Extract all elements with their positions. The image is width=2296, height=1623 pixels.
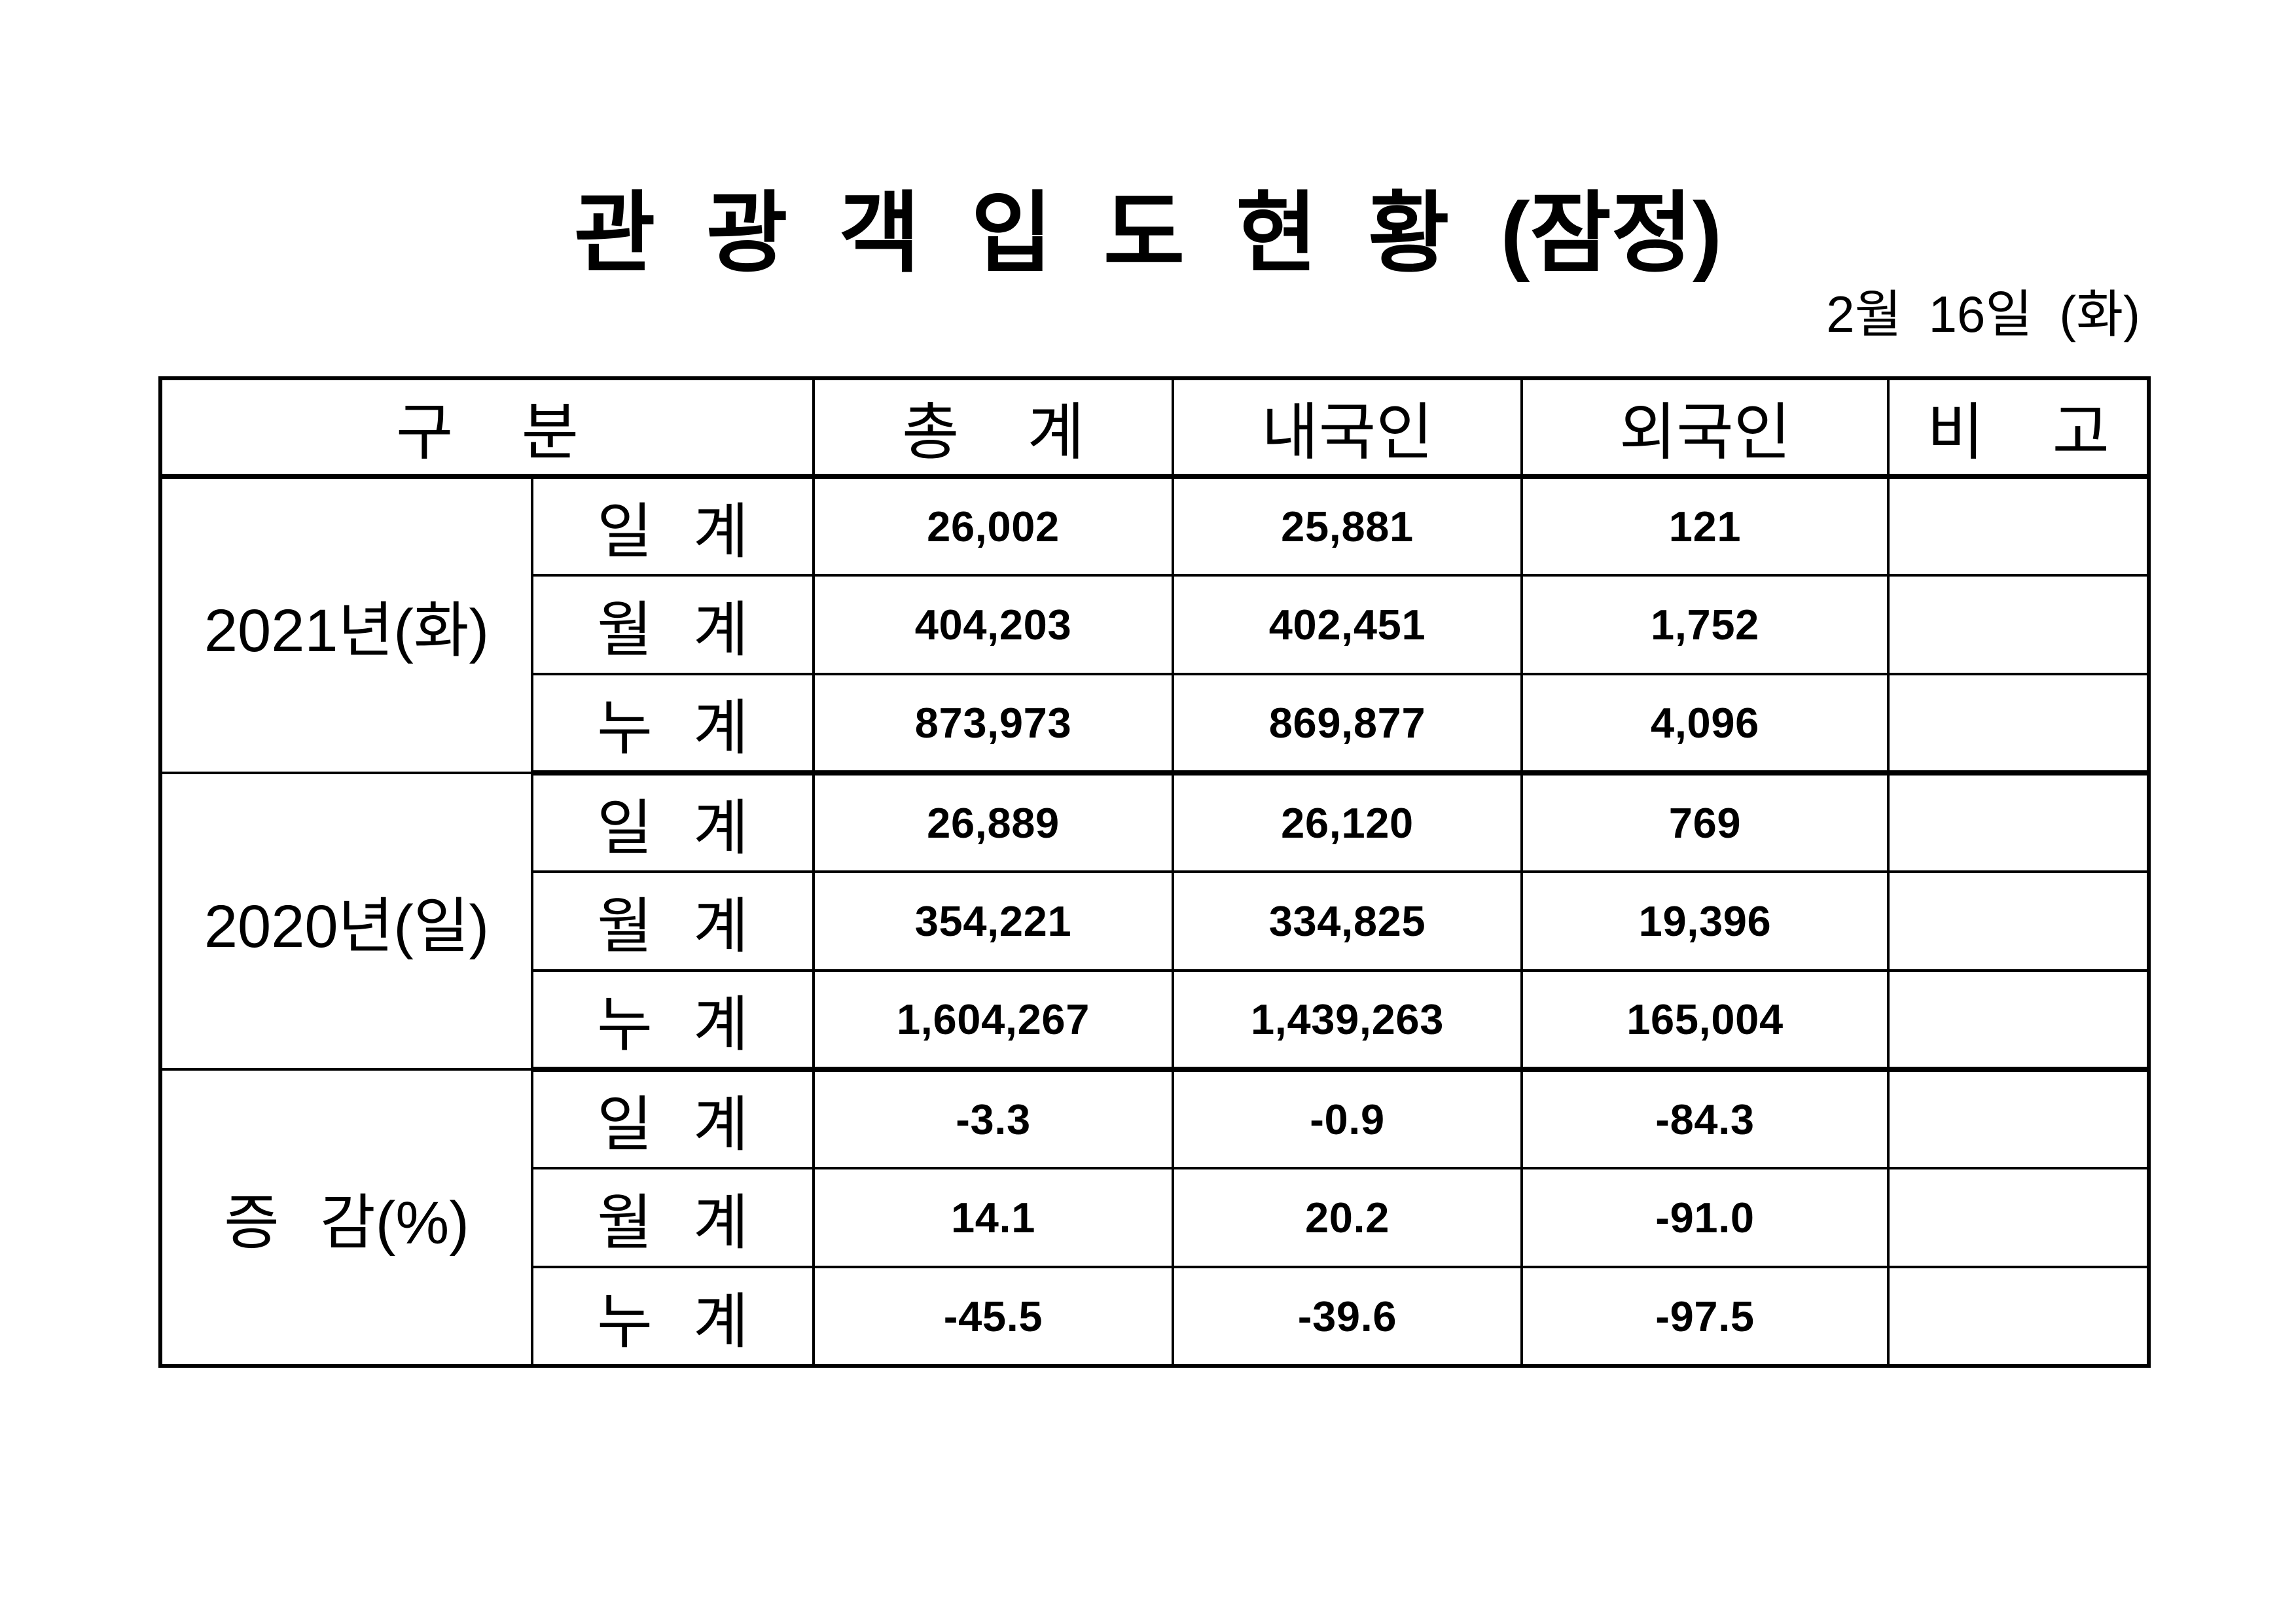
- header-foreign: 외국인: [1520, 377, 1890, 479]
- value-remarks: [1887, 1068, 2150, 1169]
- table-row: 2020년(일) 일 계 26,889 26,120 769: [159, 772, 2150, 1071]
- value-total: -45.5: [812, 1266, 1174, 1367]
- value-total: 14.1: [812, 1167, 1174, 1268]
- value-domestic: -0.9: [1172, 1068, 1523, 1169]
- header-category: 구 분: [159, 377, 815, 479]
- table-row: 누 계 -45.5 -39.6 -97.5: [160, 1266, 2150, 1367]
- table-row: 월 계 14.1 20.2 -91.0: [160, 1167, 2150, 1268]
- value-foreign: 1,752: [1520, 574, 1890, 675]
- value-foreign: 769: [1520, 772, 1890, 873]
- table-row: 증 감(%) 일 계 -3.3 -0.9 -84.3: [159, 1068, 2150, 1367]
- value-foreign: 4,096: [1520, 673, 1890, 776]
- table-row: 월 계 354,221 334,825 19,396: [160, 870, 2150, 972]
- value-domestic: 334,825: [1172, 870, 1523, 972]
- value-total: -3.3: [812, 1068, 1174, 1169]
- value-total: 404,203: [812, 574, 1174, 675]
- header-total: 총 계: [812, 377, 1174, 479]
- value-domestic: 402,451: [1172, 574, 1523, 675]
- value-remarks: [1887, 475, 2150, 577]
- value-foreign: 121: [1520, 475, 1890, 577]
- value-foreign: 165,004: [1520, 969, 1890, 1072]
- group-label-change: 증 감(%): [159, 1068, 533, 1367]
- value-remarks: [1887, 772, 2150, 873]
- value-remarks: [1887, 574, 2150, 675]
- row-label-daily: 일 계: [531, 475, 815, 577]
- value-domestic: 869,877: [1172, 673, 1523, 776]
- group-label-2021: 2021년(화): [159, 475, 533, 774]
- value-total: 26,002: [812, 475, 1174, 577]
- value-remarks: [1887, 1167, 2150, 1268]
- header-domestic: 내국인: [1172, 377, 1523, 479]
- value-domestic: 1,439,263: [1172, 969, 1523, 1072]
- row-label-monthly: 월 계: [531, 870, 815, 972]
- table-row: 누 계 873,973 869,877 4,096: [160, 673, 2150, 776]
- table-row: 월 계 404,203 402,451 1,752: [160, 574, 2150, 675]
- value-domestic: 25,881: [1172, 475, 1523, 577]
- value-foreign: -84.3: [1520, 1068, 1890, 1169]
- value-remarks: [1887, 1266, 2150, 1367]
- value-domestic: 20.2: [1172, 1167, 1523, 1268]
- value-total: 26,889: [812, 772, 1174, 873]
- header-remarks: 비 고: [1887, 377, 2150, 479]
- page-title: 관 광 객 입 도 현 황 (잠정): [574, 184, 1722, 283]
- value-domestic: 26,120: [1172, 772, 1523, 873]
- table-row: 누 계 1,604,267 1,439,263 165,004: [160, 969, 2150, 1072]
- value-remarks: [1887, 969, 2150, 1072]
- value-total: 354,221: [812, 870, 1174, 972]
- table-row: 2021년(화) 일 계 26,002 25,881 121: [159, 475, 2150, 774]
- value-total: 1,604,267: [812, 969, 1174, 1072]
- row-label-daily: 일 계: [531, 1068, 815, 1169]
- row-label-cumulative: 누 계: [531, 969, 815, 1072]
- row-label-cumulative: 누 계: [531, 673, 815, 776]
- tourist-arrival-table: 구 분 총 계 내국인 외국인 비 고 2021년(화) 일 계 26,002 …: [158, 376, 2151, 1368]
- report-date: 2월 16일 (화): [1826, 285, 2140, 343]
- value-foreign: -91.0: [1520, 1167, 1890, 1268]
- value-total: 873,973: [812, 673, 1174, 776]
- value-foreign: -97.5: [1520, 1266, 1890, 1367]
- value-remarks: [1887, 870, 2150, 972]
- value-remarks: [1887, 673, 2150, 776]
- group-label-2020: 2020년(일): [159, 772, 533, 1071]
- value-domestic: -39.6: [1172, 1266, 1523, 1367]
- row-label-daily: 일 계: [531, 772, 815, 873]
- header-row: 구 분 총 계 내국인 외국인 비 고: [159, 377, 2150, 479]
- value-foreign: 19,396: [1520, 870, 1890, 972]
- row-label-monthly: 월 계: [531, 1167, 815, 1268]
- row-label-cumulative: 누 계: [531, 1266, 815, 1367]
- row-label-monthly: 월 계: [531, 574, 815, 675]
